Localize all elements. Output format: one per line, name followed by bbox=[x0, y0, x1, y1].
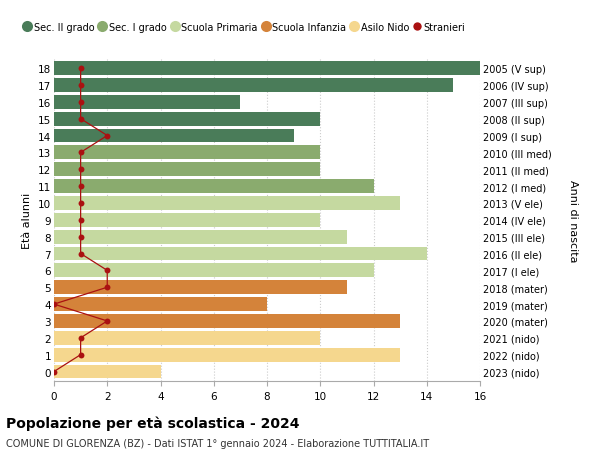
Bar bbox=[54, 281, 347, 295]
Bar bbox=[54, 95, 241, 109]
Point bbox=[76, 217, 85, 224]
Point bbox=[76, 82, 85, 90]
Point bbox=[76, 234, 85, 241]
Bar bbox=[54, 264, 373, 278]
Point bbox=[76, 200, 85, 207]
Point bbox=[76, 116, 85, 123]
Text: COMUNE DI GLORENZA (BZ) - Dati ISTAT 1° gennaio 2024 - Elaborazione TUTTITALIA.I: COMUNE DI GLORENZA (BZ) - Dati ISTAT 1° … bbox=[6, 438, 429, 448]
Point bbox=[103, 284, 112, 291]
Bar bbox=[54, 297, 267, 311]
Point bbox=[76, 351, 85, 358]
Bar bbox=[54, 129, 293, 143]
Point bbox=[76, 65, 85, 73]
Point bbox=[76, 335, 85, 342]
Bar bbox=[54, 180, 373, 194]
Bar bbox=[54, 112, 320, 126]
Y-axis label: Età alunni: Età alunni bbox=[22, 192, 32, 248]
Bar bbox=[54, 314, 400, 328]
Bar bbox=[54, 146, 320, 160]
Legend: Sec. II grado, Sec. I grado, Scuola Primaria, Scuola Infanzia, Asilo Nido, Stran: Sec. II grado, Sec. I grado, Scuola Prim… bbox=[25, 23, 466, 33]
Point bbox=[76, 166, 85, 174]
Point bbox=[76, 149, 85, 157]
Text: Popolazione per età scolastica - 2024: Popolazione per età scolastica - 2024 bbox=[6, 415, 299, 430]
Bar bbox=[54, 163, 320, 177]
Point bbox=[103, 318, 112, 325]
Bar bbox=[54, 196, 400, 210]
Y-axis label: Anni di nascita: Anni di nascita bbox=[568, 179, 578, 262]
Bar bbox=[54, 230, 347, 244]
Bar bbox=[54, 348, 400, 362]
Point bbox=[103, 267, 112, 274]
Point bbox=[76, 99, 85, 106]
Bar bbox=[54, 79, 454, 93]
Point bbox=[76, 250, 85, 257]
Point bbox=[76, 183, 85, 190]
Point bbox=[103, 133, 112, 140]
Bar bbox=[54, 213, 320, 227]
Bar bbox=[54, 247, 427, 261]
Bar bbox=[54, 365, 161, 379]
Point bbox=[49, 301, 59, 308]
Point bbox=[49, 368, 59, 375]
Bar bbox=[54, 331, 320, 345]
Bar bbox=[54, 62, 480, 76]
